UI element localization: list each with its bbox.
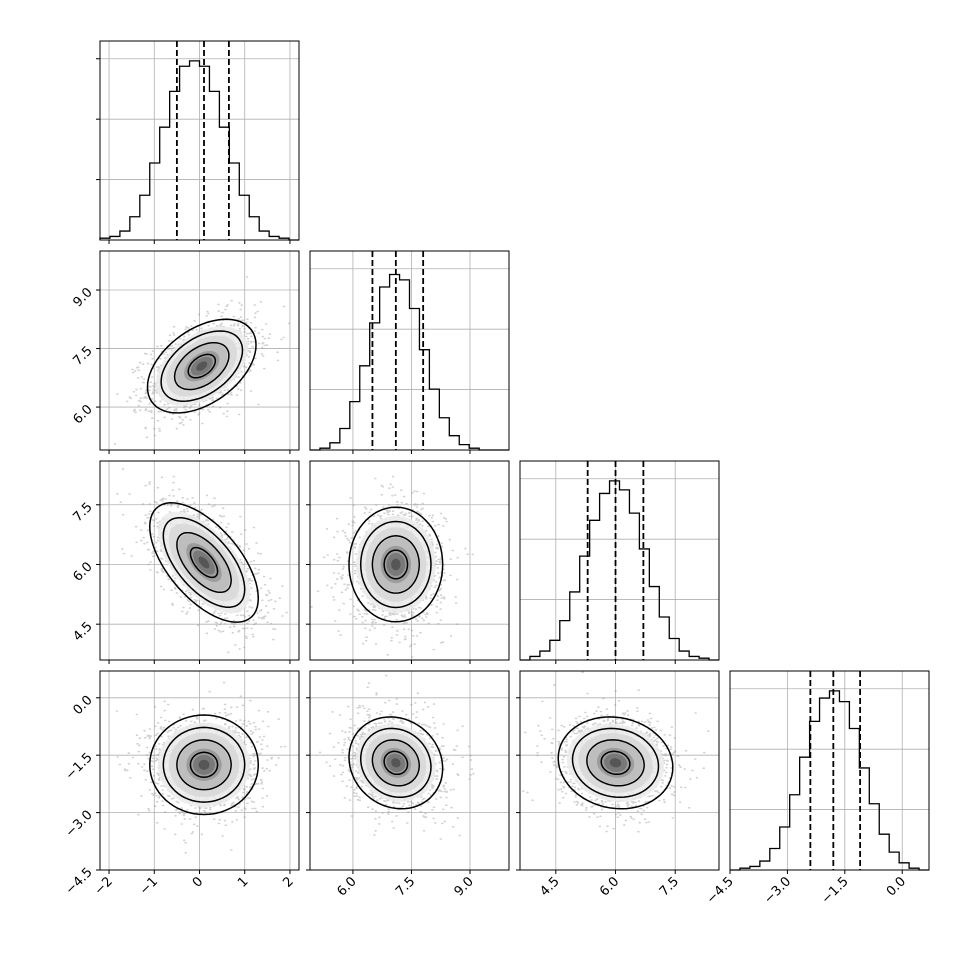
x-tick-label: 0.0: [884, 874, 909, 899]
histogram-panel-2: [519, 460, 720, 661]
histogram-step-line: [99, 60, 299, 241]
panel-frame: [519, 460, 720, 661]
histogram-step-line: [730, 690, 929, 871]
contour-line: [371, 739, 421, 787]
contour-line: [176, 739, 232, 791]
contour-line: [359, 727, 432, 799]
scatter-panel-0-2: [99, 460, 300, 661]
scatter-panel-1-3: [309, 670, 510, 871]
contour-line: [160, 330, 244, 402]
x-tick-label: 6.0: [335, 874, 360, 899]
contour-line: [571, 727, 660, 799]
y-tick-label: 7.5: [70, 344, 95, 369]
panel-frame: [309, 460, 510, 661]
panel-frame: [309, 670, 510, 871]
y-tick-label: 7.5: [70, 500, 95, 525]
density-shading: [391, 558, 401, 571]
scatter-panel-0-3: [99, 670, 300, 871]
x-tick-label: 9.0: [452, 874, 477, 899]
contour-line: [383, 549, 409, 580]
histogram-panel-0: [99, 40, 300, 241]
y-tick-label: −1.5: [63, 750, 96, 783]
panel-frame: [729, 670, 930, 871]
contour-line: [162, 517, 246, 608]
histogram-step-line: [520, 480, 719, 661]
y-tick-label: 6.0: [70, 402, 95, 427]
y-tick-label: 4.5: [70, 619, 95, 644]
contour-line: [189, 751, 219, 778]
x-tick-label: 1: [235, 874, 251, 890]
density-shading: [609, 758, 622, 768]
scatter-panel-0-1: [99, 250, 300, 451]
contour-line: [176, 531, 232, 594]
density-shading: [198, 556, 210, 569]
contour-line: [149, 502, 260, 623]
contour-line: [359, 520, 432, 609]
scatter-panel-2-3: [519, 670, 720, 871]
x-tick-label: −2: [92, 874, 116, 898]
x-tick-label: −4.5: [704, 874, 737, 907]
contour-line: [600, 750, 631, 776]
contour-line: [348, 716, 444, 810]
x-tick-label: −1: [137, 874, 161, 898]
panel-frame: [309, 250, 510, 451]
x-tick-label: 4.5: [537, 874, 562, 899]
x-tick-label: 7.5: [657, 874, 682, 899]
x-tick-label: −3.0: [761, 874, 794, 907]
contour-line: [371, 535, 421, 594]
density-shading: [198, 759, 210, 770]
contour-line: [586, 739, 645, 787]
histogram-panel-1: [309, 250, 510, 451]
contour-line: [187, 353, 217, 379]
contour-line: [383, 750, 409, 776]
density-shading: [391, 758, 401, 768]
contour-line: [149, 714, 260, 816]
x-tick-label: −1.5: [819, 874, 852, 907]
x-tick-label: 6.0: [597, 874, 622, 899]
contour-line: [189, 546, 219, 579]
x-tick-label: 0: [190, 874, 206, 890]
scatter-panel-1-2: [309, 460, 510, 661]
contour-line: [162, 726, 246, 803]
panel-frame: [519, 670, 720, 871]
density-shading: [196, 361, 208, 371]
contour-line: [173, 341, 230, 391]
histogram-panel-3: [729, 670, 930, 871]
contour-line: [557, 716, 674, 810]
x-tick-label: 2: [280, 874, 296, 890]
y-tick-label: 0.0: [70, 693, 95, 718]
y-tick-label: −4.5: [63, 865, 96, 898]
histogram-step-line: [310, 273, 509, 451]
contour-line: [348, 506, 444, 623]
contour-line: [146, 318, 257, 414]
y-tick-label: 6.0: [70, 560, 95, 585]
y-tick-label: 9.0: [70, 285, 95, 310]
y-tick-label: −3.0: [63, 808, 96, 841]
x-tick-label: 7.5: [393, 874, 418, 899]
